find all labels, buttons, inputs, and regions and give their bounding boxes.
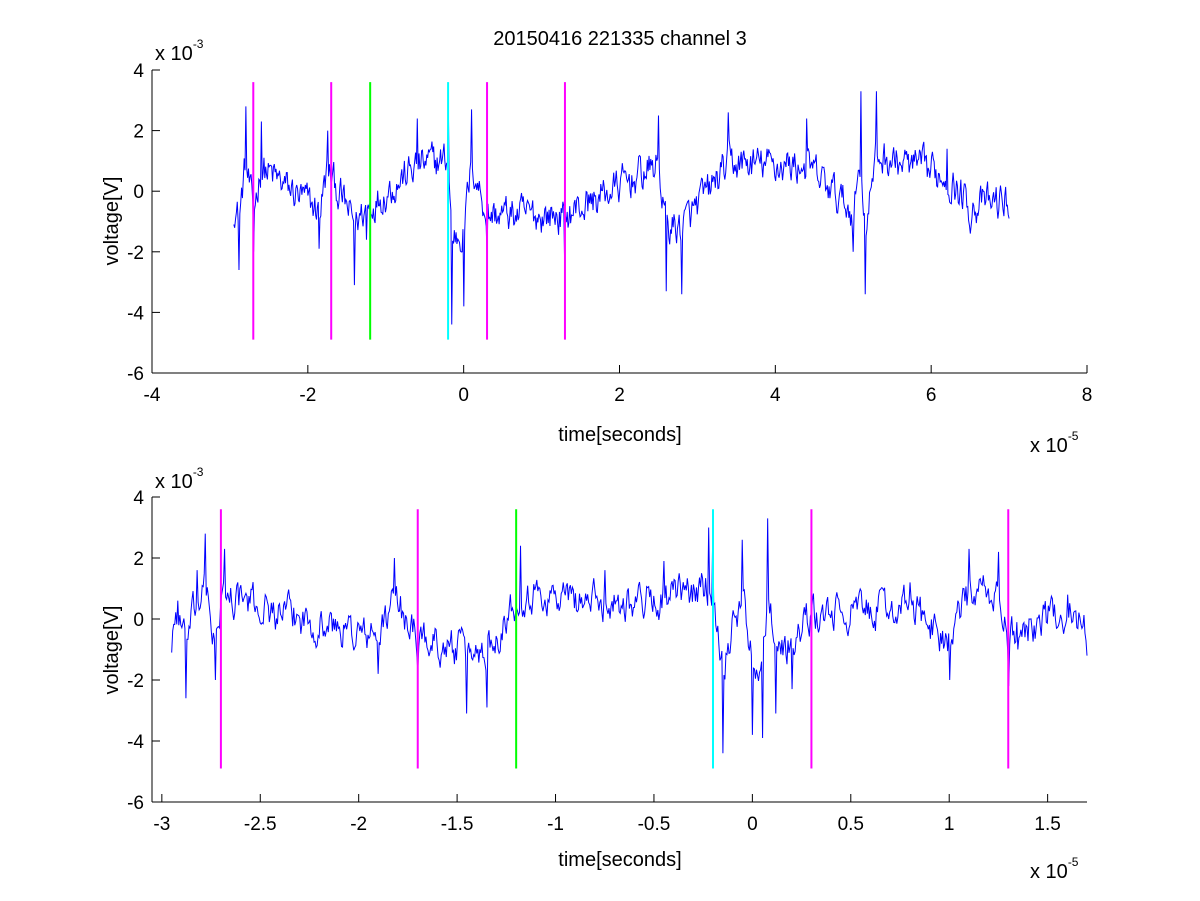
x-tick-label: 6 — [926, 385, 937, 406]
y-axis-label: voltage[V] — [101, 606, 123, 695]
x-tick-label: 1.5 — [1034, 814, 1060, 835]
bottom-plot-area: -3 -2.5 -2 -1.5 -1 -0.5 0 0.5 1 1.5 -6 -4 -2 0 2 4 — [127, 488, 1088, 835]
x-tick-label: -2.5 — [244, 814, 277, 835]
y-tick-label: -4 — [127, 732, 144, 753]
top-subplot: 20150416 221335 channel 3 x 10-3 -4 -2 0 2 4… — [101, 28, 1092, 457]
x-tick-label: 8 — [1082, 385, 1093, 406]
y-tick-label: -2 — [127, 671, 144, 692]
x-tick-label: -3 — [153, 814, 170, 835]
y-tick-label: 2 — [133, 122, 144, 143]
y-tick-label: 4 — [133, 61, 144, 82]
x-tick-label: 0 — [458, 385, 469, 406]
x-tick-label: -2 — [299, 385, 316, 406]
bottom-subplot: x 10-3 -3 -2.5 -2 -1.5 -1 -0.5 0 0.5 1 1.5 -6 -4 -2 0… — [101, 465, 1088, 883]
y-tick-label: -6 — [127, 793, 144, 814]
y-tick-label: -2 — [127, 243, 144, 264]
chart-title: 20150416 221335 channel 3 — [493, 28, 747, 50]
signal-trace — [171, 518, 1088, 754]
x-axis-label: time[seconds] — [558, 424, 681, 446]
x-axis-multiplier: x 10-5 — [1030, 855, 1079, 883]
x-tick-label: -4 — [144, 385, 161, 406]
x-tick-label: -1 — [547, 814, 564, 835]
y-tick-label: 0 — [133, 182, 144, 203]
y-axis-multiplier: x 10-3 — [155, 37, 204, 65]
x-axis-multiplier: x 10-5 — [1030, 429, 1079, 457]
y-tick-label: -6 — [127, 364, 144, 385]
y-tick-label: 0 — [133, 610, 144, 631]
y-axis-multiplier: x 10-3 — [155, 465, 204, 493]
x-tick-label: 0.5 — [838, 814, 864, 835]
x-axis-label: time[seconds] — [558, 849, 681, 871]
y-tick-label: -4 — [127, 303, 144, 324]
x-tick-label: -1.5 — [441, 814, 474, 835]
y-axis-label: voltage[V] — [101, 177, 123, 266]
x-tick-label: -2 — [350, 814, 367, 835]
x-tick-label: 4 — [770, 385, 781, 406]
y-tick-label: 2 — [133, 549, 144, 570]
signal-trace — [233, 91, 1010, 325]
x-tick-label: 1 — [944, 814, 955, 835]
x-tick-label: 2 — [614, 385, 625, 406]
x-tick-label: 0 — [747, 814, 758, 835]
x-tick-label: -0.5 — [638, 814, 671, 835]
y-tick-label: 4 — [133, 488, 144, 509]
